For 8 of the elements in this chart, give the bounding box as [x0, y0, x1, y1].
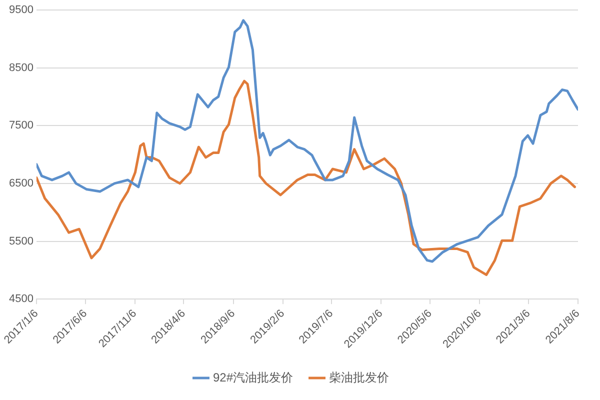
legend-label: 92#汽油批发价 — [212, 370, 294, 384]
y-tick-label: 4500 — [8, 293, 34, 306]
y-tick-label: 7500 — [8, 120, 34, 132]
y-tick-label: 6500 — [8, 177, 34, 190]
y-tick-label: 8500 — [8, 62, 34, 74]
y-tick-label: 9500 — [8, 4, 34, 16]
y-tick-label: 5500 — [8, 235, 34, 248]
legend-label: 柴油批发价 — [329, 370, 390, 384]
